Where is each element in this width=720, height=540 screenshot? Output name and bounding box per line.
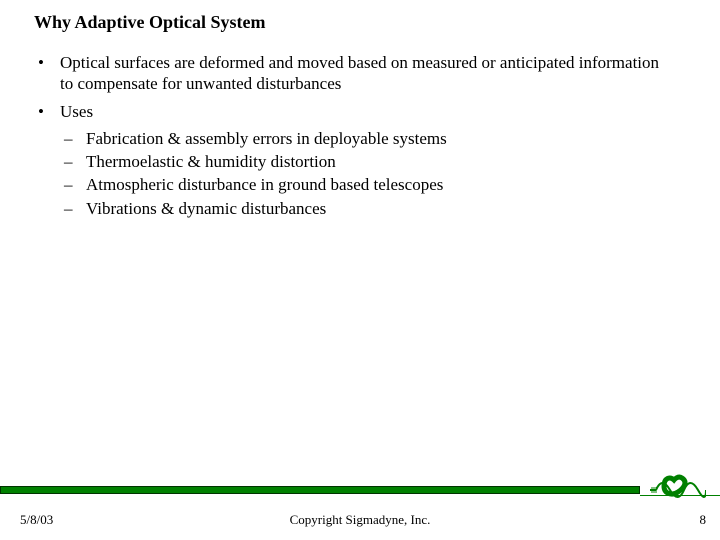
slide-content: • Optical surfaces are deformed and move…: [34, 52, 674, 221]
footer-copyright: Copyright Sigmadyne, Inc.: [0, 512, 720, 528]
sub-marker: –: [60, 128, 86, 149]
footer-page-number: 8: [700, 512, 707, 528]
bullet-item: • Uses: [34, 101, 674, 122]
bullet-marker: •: [34, 101, 60, 122]
bullet-item: • Optical surfaces are deformed and move…: [34, 52, 674, 95]
sub-marker: –: [60, 198, 86, 219]
sub-item: – Fabrication & assembly errors in deplo…: [60, 128, 674, 149]
bullet-text: Uses: [60, 101, 674, 122]
sub-list: – Fabrication & assembly errors in deplo…: [60, 128, 674, 219]
sub-text: Atmospheric disturbance in ground based …: [86, 174, 674, 195]
sub-item: – Vibrations & dynamic disturbances: [60, 198, 674, 219]
accent-bar: [0, 486, 640, 494]
bullet-text: Optical surfaces are deformed and moved …: [60, 52, 674, 95]
sub-text: Vibrations & dynamic disturbances: [86, 198, 674, 219]
company-logo-icon: [650, 470, 706, 510]
sub-text: Fabrication & assembly errors in deploya…: [86, 128, 674, 149]
slide-title: Why Adaptive Optical System: [34, 12, 266, 33]
sub-item: – Thermoelastic & humidity distortion: [60, 151, 674, 172]
sub-item: – Atmospheric disturbance in ground base…: [60, 174, 674, 195]
sub-marker: –: [60, 151, 86, 172]
bullet-marker: •: [34, 52, 60, 95]
slide: Why Adaptive Optical System • Optical su…: [0, 0, 720, 540]
sub-text: Thermoelastic & humidity distortion: [86, 151, 674, 172]
sub-marker: –: [60, 174, 86, 195]
